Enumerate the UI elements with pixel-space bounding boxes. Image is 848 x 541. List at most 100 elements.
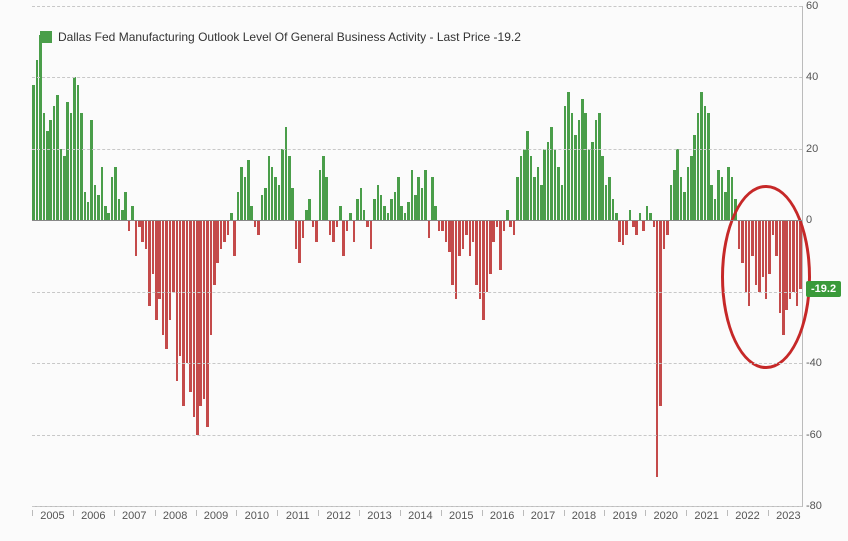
bar — [325, 177, 328, 220]
bar — [124, 192, 127, 221]
bar — [152, 220, 155, 274]
bar — [233, 220, 236, 256]
x-tick-label: 2005 — [40, 510, 64, 522]
bar — [356, 199, 359, 220]
bar — [66, 102, 69, 220]
bar — [176, 220, 179, 381]
bar — [475, 220, 478, 284]
zero-line — [32, 220, 802, 221]
bar — [111, 177, 114, 220]
bar — [223, 220, 226, 241]
bar — [383, 206, 386, 220]
bar — [632, 220, 635, 227]
bar — [731, 177, 734, 220]
bar — [302, 220, 305, 238]
x-tick — [277, 510, 278, 516]
x-tick — [604, 510, 605, 516]
bar — [380, 195, 383, 220]
bar — [578, 120, 581, 220]
bar — [281, 149, 284, 220]
bar — [543, 149, 546, 220]
bar — [237, 192, 240, 221]
bar — [315, 220, 318, 241]
bar — [404, 213, 407, 220]
gridline — [32, 363, 802, 364]
x-tick — [400, 510, 401, 516]
bar — [462, 220, 465, 249]
bar — [479, 220, 482, 299]
bar — [421, 188, 424, 220]
plot-area: 6040200-20-40-60-80 — [32, 6, 803, 507]
bar — [666, 220, 669, 234]
bar — [758, 220, 761, 291]
bar — [145, 220, 148, 249]
bar — [46, 131, 49, 220]
bar — [210, 220, 213, 334]
bar — [339, 206, 342, 220]
bar — [516, 177, 519, 220]
bar — [53, 106, 56, 220]
bar — [503, 220, 506, 231]
bar — [605, 185, 608, 221]
bar — [261, 195, 264, 220]
bar — [751, 220, 754, 256]
bar — [526, 131, 529, 220]
bar — [285, 127, 288, 220]
bar — [472, 220, 475, 241]
bar — [373, 199, 376, 220]
bar — [676, 149, 679, 220]
bar — [56, 95, 59, 220]
bar — [458, 220, 461, 256]
x-tick — [441, 510, 442, 516]
bar — [499, 220, 502, 270]
bar — [693, 135, 696, 221]
y-tick-label: 20 — [806, 143, 830, 155]
bar — [107, 213, 110, 220]
bar — [158, 220, 161, 299]
bar — [288, 156, 291, 220]
gridline — [32, 506, 802, 507]
bar — [625, 220, 628, 234]
bar — [155, 220, 158, 320]
bar — [796, 220, 799, 306]
bar — [591, 142, 594, 221]
bar — [557, 167, 560, 221]
x-tick — [114, 510, 115, 516]
bar-series — [32, 6, 802, 506]
bar — [141, 220, 144, 241]
bar — [710, 185, 713, 221]
bar — [199, 220, 202, 406]
x-tick-label: 2016 — [490, 510, 514, 522]
x-tick-label: 2007 — [122, 510, 146, 522]
bar — [741, 220, 744, 263]
bar — [734, 199, 737, 220]
bar — [564, 106, 567, 220]
bar — [513, 220, 516, 234]
x-tick-label: 2015 — [449, 510, 473, 522]
bar — [298, 220, 301, 263]
bar — [680, 177, 683, 220]
bar — [131, 206, 134, 220]
bar — [581, 99, 584, 220]
bar — [448, 220, 451, 252]
bar — [400, 206, 403, 220]
bar — [629, 210, 632, 221]
bar — [683, 192, 686, 221]
bar — [80, 113, 83, 220]
bar — [94, 185, 97, 221]
bar — [656, 220, 659, 477]
bar — [172, 220, 175, 291]
x-tick-label: 2014 — [408, 510, 432, 522]
bar — [411, 170, 414, 220]
x-tick-label: 2008 — [163, 510, 187, 522]
x-tick-label: 2012 — [326, 510, 350, 522]
bar — [588, 149, 591, 220]
bar — [424, 170, 427, 220]
bar — [445, 220, 448, 241]
bar — [608, 177, 611, 220]
bar — [417, 177, 420, 220]
x-tick — [318, 510, 319, 516]
bar — [755, 220, 758, 284]
x-tick-label: 2022 — [735, 510, 759, 522]
bar — [721, 177, 724, 220]
